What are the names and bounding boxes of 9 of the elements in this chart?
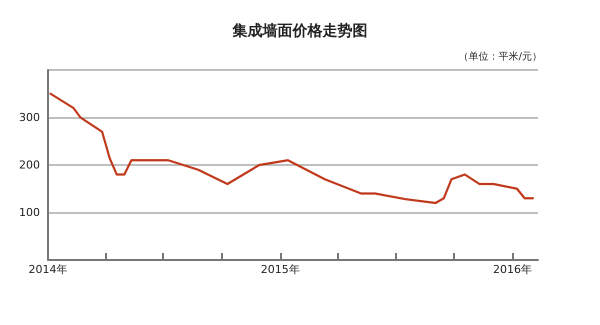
text: （单位：平米/元） <box>458 50 542 62</box>
line-series <box>49 92 534 204</box>
y-tick-label: 100 <box>19 206 40 219</box>
chart-title: 集成墙面价格走势图 <box>232 22 368 40</box>
x-tick-label: 2014年 <box>28 263 68 276</box>
y-tick-label: 300 <box>19 111 40 124</box>
x-tick-label: 2015年 <box>260 263 300 276</box>
y-tick-label: 200 <box>19 158 40 172</box>
x-tick-label: 2016年 <box>493 263 532 276</box>
